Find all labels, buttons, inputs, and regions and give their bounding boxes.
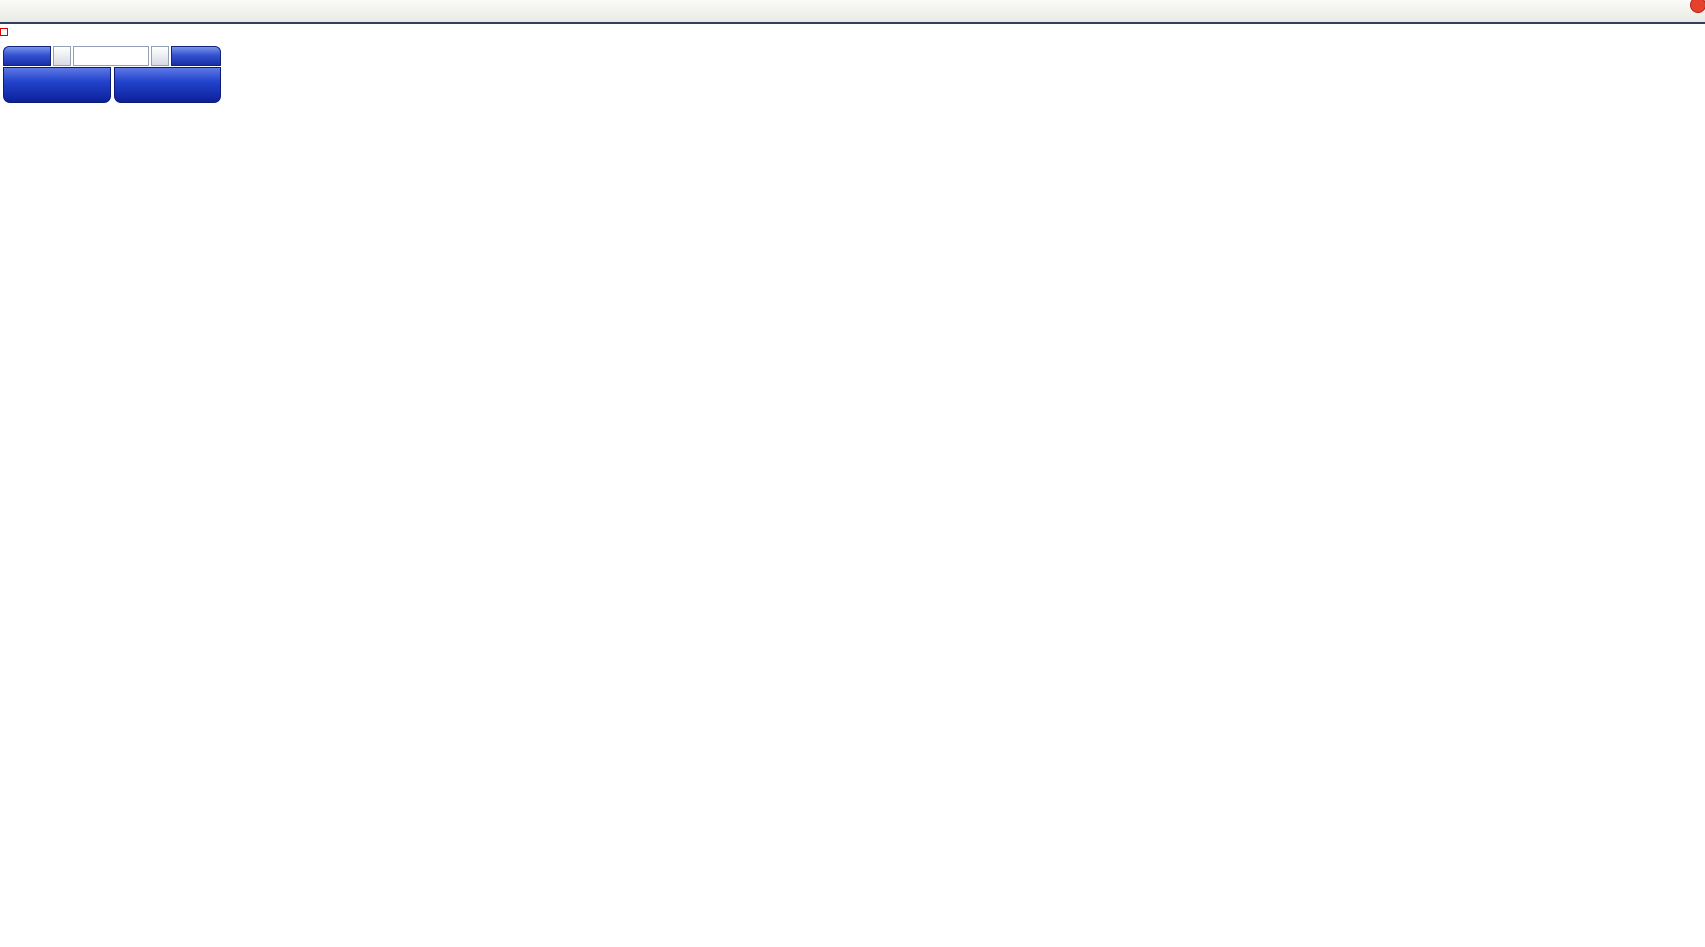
buy-price-panel[interactable]: [113, 67, 221, 103]
sell-button[interactable]: [3, 46, 51, 66]
hline-handle[interactable]: [0, 28, 8, 36]
search-icon[interactable]: [1673, 1, 1681, 23]
buy-button[interactable]: [171, 46, 221, 66]
volume-increase-button[interactable]: [151, 46, 169, 66]
chat-icon[interactable]: [1690, 0, 1705, 23]
volume-decrease-button[interactable]: [53, 46, 71, 66]
volume-input[interactable]: [73, 46, 149, 66]
notification-badge: [1690, 0, 1705, 13]
one-click-trading-panel: [3, 46, 221, 103]
sell-price-panel[interactable]: [3, 67, 111, 103]
toolbar: [0, 0, 1705, 24]
toolbar-right: [1673, 0, 1705, 24]
